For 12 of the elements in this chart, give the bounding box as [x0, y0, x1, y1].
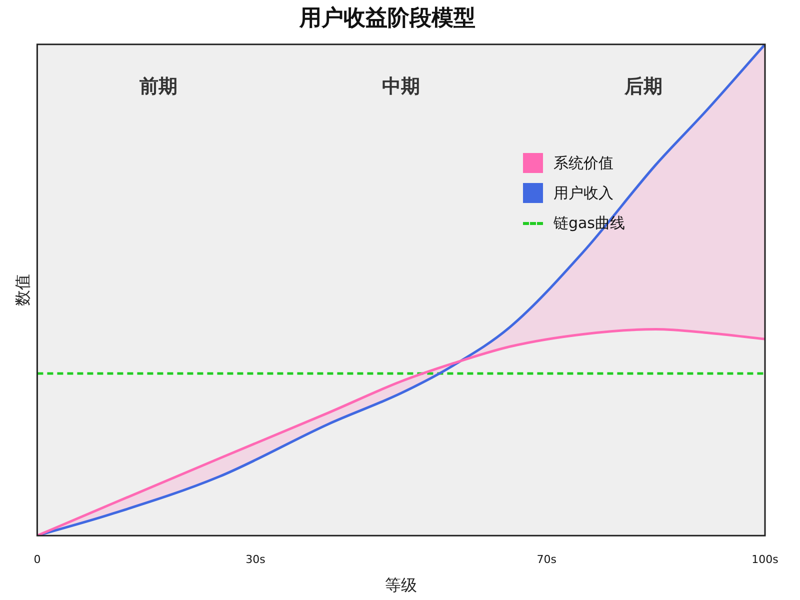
chart-title: 用户收益阶段模型: [298, 4, 476, 31]
x-tick-label: 0: [34, 553, 41, 566]
legend-label: 系统价值: [553, 154, 614, 172]
x-tick-label: 100s: [752, 553, 779, 566]
x-tick-label: 30s: [246, 553, 266, 566]
annotation: 前期: [138, 75, 178, 98]
annotation: 后期: [624, 75, 663, 98]
x-axis-title: 等级: [385, 576, 418, 595]
y-axis-title: 数值: [12, 274, 32, 306]
legend-label: 用户收入: [553, 184, 614, 202]
x-tick-label: 70s: [536, 553, 557, 566]
annotation: 中期: [382, 75, 420, 98]
